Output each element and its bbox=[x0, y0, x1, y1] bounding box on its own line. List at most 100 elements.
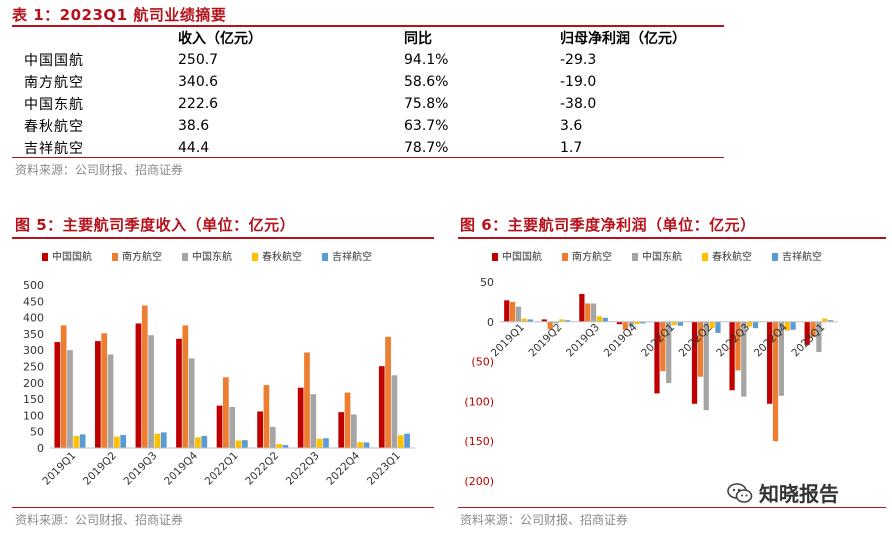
bar bbox=[263, 385, 270, 448]
table-title: 表 1：2023Q1 航司业绩摘要 bbox=[12, 6, 227, 24]
table-header-cell: 归母净利润（亿元） bbox=[560, 31, 686, 47]
legend-swatch bbox=[252, 253, 258, 261]
bar bbox=[397, 435, 404, 448]
bar bbox=[135, 323, 142, 448]
table-cell: 250.7 bbox=[178, 52, 219, 68]
y-tick-label: 100 bbox=[23, 409, 44, 422]
bar bbox=[660, 321, 666, 372]
bar bbox=[553, 321, 559, 324]
table-cell: -38.0 bbox=[560, 96, 597, 112]
table-cell: 340.6 bbox=[178, 74, 219, 90]
table-row: 南方航空 340.6 58.6% -19.0 bbox=[18, 71, 723, 93]
fig5-chart: 中国国航 南方航空 中国东航 春秋航空 吉祥航空 0 50 100 150 200 250 300 35… bbox=[23, 250, 415, 488]
x-tick-label: 2019Q3 bbox=[564, 321, 602, 359]
bar bbox=[101, 333, 108, 448]
y-tick-label: 300 bbox=[23, 344, 44, 357]
bar bbox=[276, 444, 282, 448]
y-tick-label: 50 bbox=[480, 276, 494, 289]
fig5-title: 图 5：主要航司季度收入（单位：亿元） bbox=[15, 216, 296, 234]
bar bbox=[176, 338, 182, 448]
bar bbox=[509, 301, 516, 322]
bar bbox=[585, 303, 591, 322]
bar bbox=[216, 405, 223, 448]
y-tick-label: (50) bbox=[471, 356, 494, 369]
y-tick-label: (150) bbox=[464, 435, 494, 448]
bar bbox=[182, 325, 189, 448]
legend-label: 南方航空 bbox=[572, 250, 612, 263]
fig5-source: 资料来源：公司财报、招商证券 bbox=[15, 513, 184, 527]
legend-swatch bbox=[702, 253, 708, 261]
bar bbox=[671, 321, 678, 325]
fig6-title: 图 6：主要航司季度净利润（单位：亿元） bbox=[460, 216, 756, 234]
table-header-cell: 收入（亿元） bbox=[178, 31, 262, 47]
bar bbox=[54, 342, 61, 448]
bar bbox=[579, 293, 585, 322]
y-tick-label: 200 bbox=[23, 377, 44, 390]
bar bbox=[822, 318, 828, 322]
table-header-cell: 同比 bbox=[404, 31, 432, 47]
bar bbox=[602, 317, 608, 322]
bar bbox=[741, 321, 747, 397]
bar bbox=[729, 321, 735, 391]
bar bbox=[628, 321, 634, 327]
table-row: 春秋航空 38.6 63.7% 3.6 bbox=[18, 115, 723, 137]
table-cell: 222.6 bbox=[178, 96, 219, 112]
bar bbox=[767, 321, 773, 404]
airline-name-cell: 中国东航 bbox=[24, 97, 84, 113]
bar bbox=[338, 412, 345, 448]
bar bbox=[565, 320, 571, 322]
x-tick-label: 2023Q1 bbox=[365, 450, 403, 488]
y-tick-label: (100) bbox=[464, 395, 494, 408]
table-cell: 1.7 bbox=[560, 140, 583, 156]
bar bbox=[590, 303, 597, 322]
bar bbox=[357, 442, 364, 448]
x-tick-label: 2022Q3 bbox=[284, 450, 322, 488]
bar bbox=[784, 321, 790, 331]
bar bbox=[703, 321, 709, 411]
bar bbox=[95, 341, 101, 448]
bar bbox=[666, 321, 672, 384]
bar bbox=[504, 300, 510, 322]
bar bbox=[282, 445, 289, 448]
x-tick-label: 2019Q4 bbox=[602, 321, 640, 359]
fig6-source: 资料来源：公司财报、招商证券 bbox=[460, 513, 629, 527]
bar bbox=[697, 321, 704, 377]
fig5-bottom-rule bbox=[12, 507, 434, 508]
bar bbox=[515, 306, 522, 322]
table-cell: -29.3 bbox=[560, 52, 597, 68]
y-tick-label: 150 bbox=[23, 393, 44, 406]
bar bbox=[344, 392, 351, 448]
y-tick-label: 0 bbox=[487, 316, 494, 329]
fig6-bottom-rule bbox=[458, 507, 886, 508]
table-cell: 63.7% bbox=[404, 118, 449, 134]
bar bbox=[141, 305, 148, 448]
legend-swatch bbox=[322, 253, 328, 261]
bar bbox=[60, 325, 67, 448]
x-tick-label: 2019Q1 bbox=[40, 450, 78, 488]
bar bbox=[559, 319, 565, 322]
table-row: 中国东航 222.6 75.8% -38.0 bbox=[18, 93, 723, 115]
fig5-title-rule bbox=[12, 237, 434, 239]
bar bbox=[804, 321, 810, 345]
bar bbox=[541, 319, 547, 322]
bar bbox=[188, 358, 195, 448]
bar bbox=[521, 318, 527, 322]
table-header-cell bbox=[18, 27, 172, 49]
legend-swatch bbox=[492, 253, 498, 261]
y-tick-label: 350 bbox=[23, 328, 44, 341]
bar bbox=[596, 316, 603, 322]
table-source: 资料来源：公司财报、招商证券 bbox=[15, 163, 184, 177]
y-tick-label: 50 bbox=[30, 426, 44, 439]
legend-label: 春秋航空 bbox=[262, 250, 302, 263]
y-tick-label: 0 bbox=[37, 442, 44, 455]
bar bbox=[816, 321, 822, 353]
table-cell: 58.6% bbox=[404, 74, 449, 90]
fig6-chart: 中国国航 南方航空 中国东航 春秋航空 吉祥航空 50 0 (50) (100) (150) (20… bbox=[464, 250, 838, 488]
table-cell: 3.6 bbox=[560, 118, 583, 134]
bar bbox=[310, 394, 317, 448]
legend-swatch bbox=[772, 253, 778, 261]
legend-label: 南方航空 bbox=[122, 250, 162, 263]
fig6-title-rule bbox=[458, 237, 886, 239]
bar bbox=[154, 433, 161, 448]
table-cell: 78.7% bbox=[404, 140, 449, 156]
